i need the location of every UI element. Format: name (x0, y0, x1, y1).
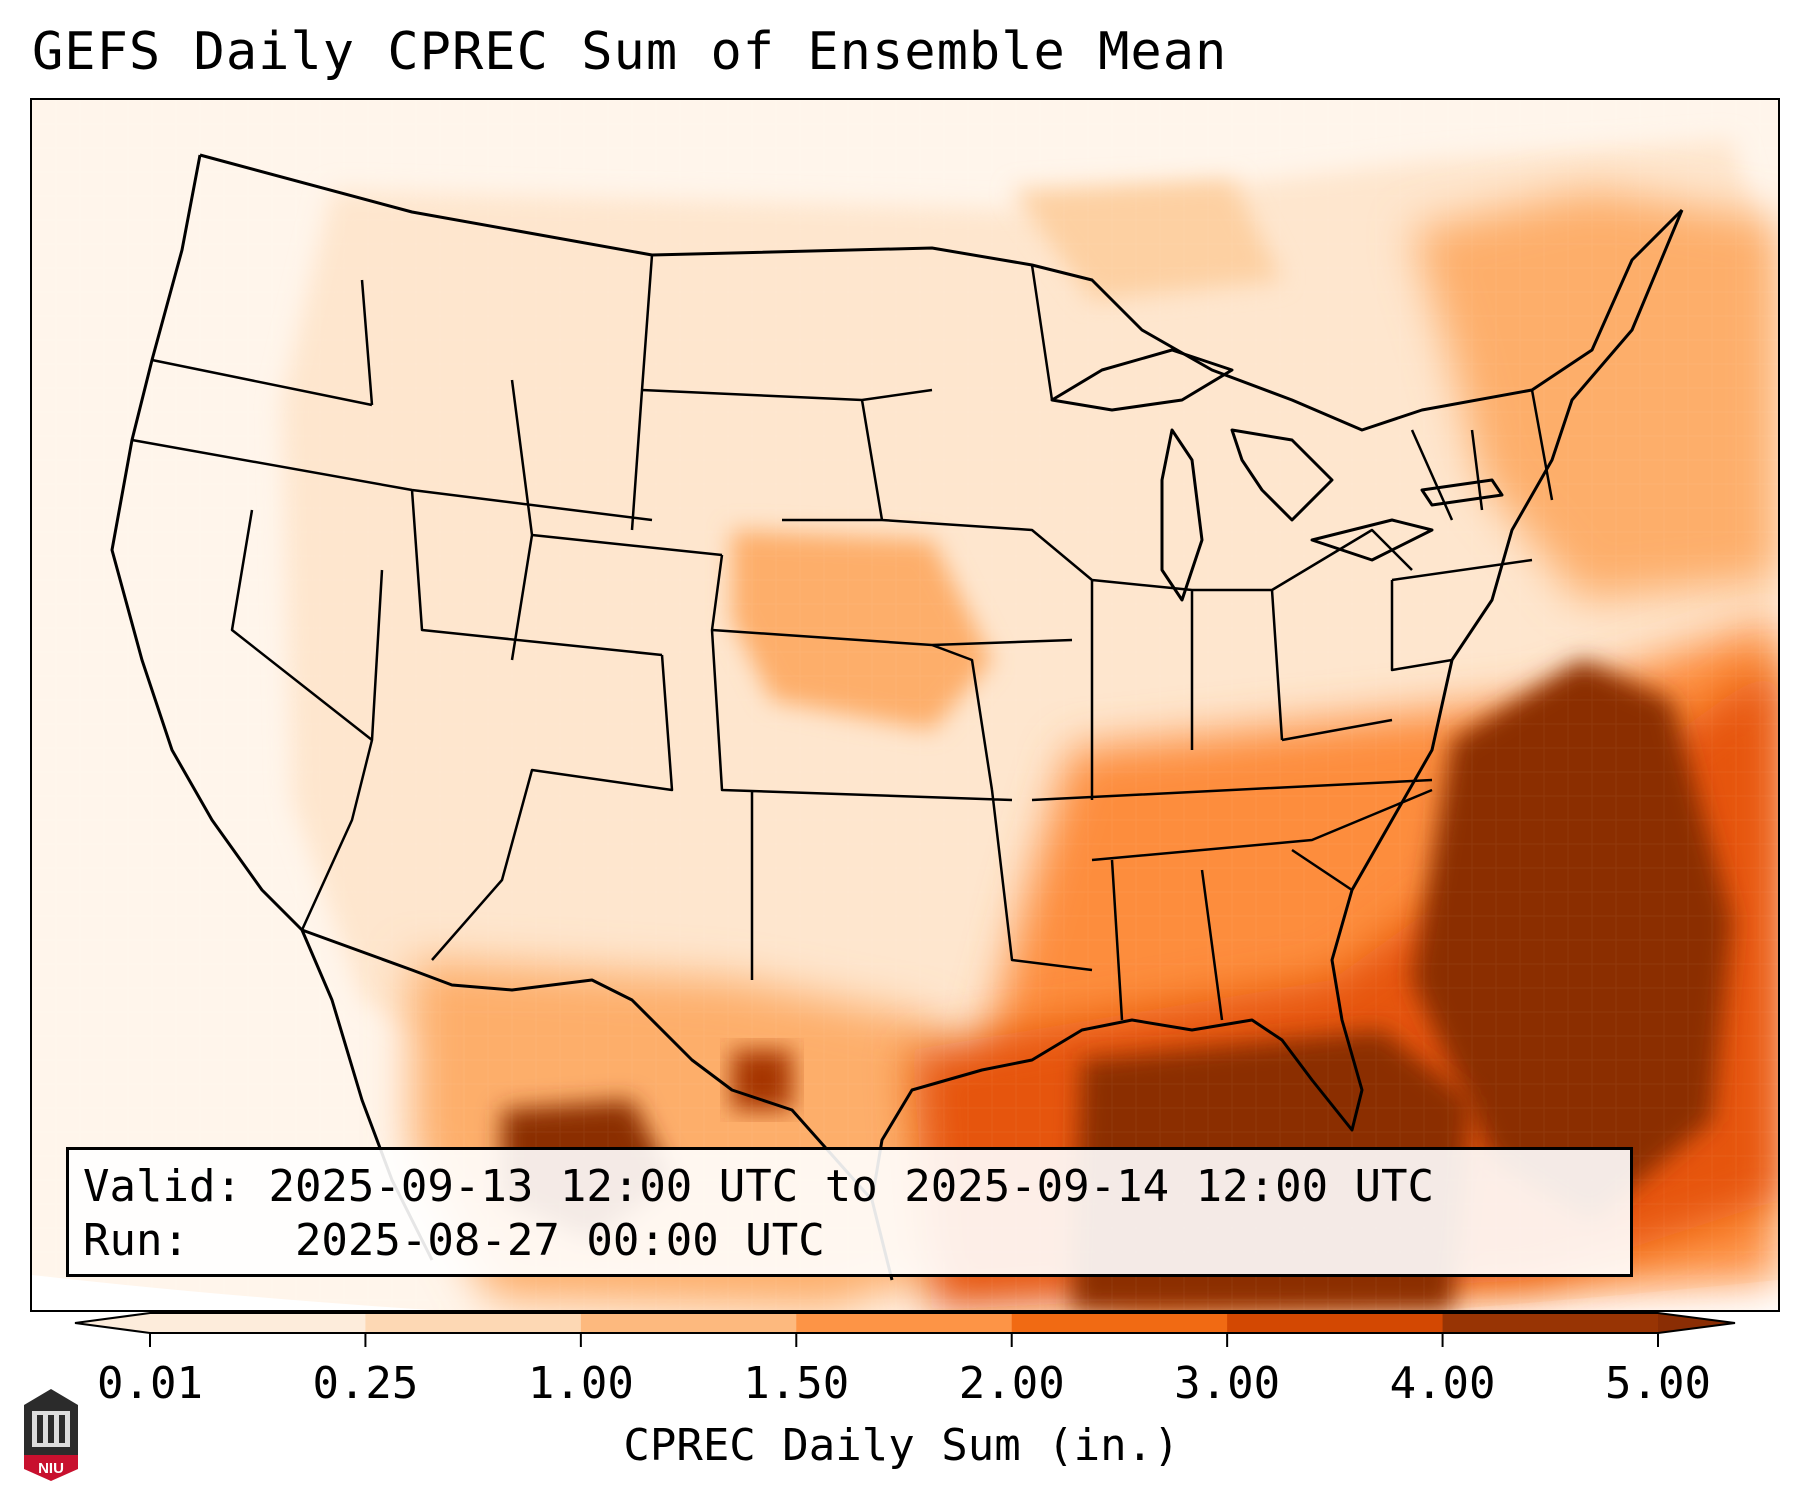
colorbar-extend-low (75, 1313, 150, 1333)
state-lines (131, 254, 1554, 1021)
map-canvas (32, 100, 1778, 1310)
map-title: GEFS Daily CPREC Sum of Ensemble Mean (32, 22, 1228, 82)
colorbar-segment (365, 1313, 582, 1333)
lake-michigan (1160, 428, 1204, 602)
niu-logo-text: NIU (38, 1460, 64, 1477)
valid-run-info-box: Valid: 2025-09-13 12:00 UTC to 2025-09-1… (66, 1147, 1633, 1277)
precip-shading (32, 100, 1778, 1310)
valid-row: Valid: 2025-09-13 12:00 UTC to 2025-09-1… (83, 1160, 1616, 1214)
colorbar (74, 1312, 1736, 1347)
colorbar-tick-label: 5.00 (1605, 1358, 1711, 1409)
atlantic-gulf-coast (870, 209, 1684, 1281)
us-canada-border (199, 153, 1684, 432)
colorbar-segment (580, 1313, 797, 1333)
colorbar-tick-label: 1.00 (527, 1358, 634, 1409)
colorbar-tick-label: 2.00 (958, 1358, 1065, 1409)
colorbar-segment (796, 1313, 1013, 1333)
niu-logo-icon: NIU (24, 1389, 78, 1481)
colorbar-segment (1011, 1313, 1228, 1333)
pacific-coast (110, 154, 434, 1261)
colorbar-segments (75, 1313, 1735, 1333)
lake-superior (1050, 348, 1234, 412)
colorbar-extend-high (1658, 1313, 1735, 1333)
valid-label: Valid: (83, 1161, 242, 1212)
grid-pixel-overlay (32, 100, 1778, 1310)
colorbar-tick-label: 3.00 (1174, 1358, 1281, 1409)
colorbar-segment (1442, 1313, 1659, 1333)
valid-value: 2025-09-13 12:00 UTC to 2025-09-14 12:00… (268, 1161, 1435, 1212)
lake-ontario (1420, 478, 1504, 507)
boundaries (110, 153, 1684, 1281)
colorbar-tick-label: 0.25 (312, 1358, 419, 1409)
run-value: 2025-08-27 00:00 UTC (294, 1215, 825, 1266)
colorbar-tick-label: 4.00 (1389, 1358, 1496, 1409)
colorbar-segment (150, 1313, 366, 1333)
colorbar-tick-label: 1.50 (743, 1358, 850, 1409)
colorbar-segment (1227, 1313, 1444, 1333)
lake-erie (1310, 518, 1434, 562)
run-label: Run: (83, 1215, 189, 1266)
colorbar-ticks (149, 1333, 1659, 1347)
colorbar-tick-label: 0.01 (97, 1358, 203, 1409)
lake-huron (1230, 428, 1334, 522)
run-row: Run: 2025-08-27 00:00 UTC (83, 1214, 1616, 1268)
precipitation-map (30, 98, 1780, 1312)
colorbar-label: CPREC Daily Sum (in.) (623, 1420, 1180, 1471)
us-mexico-border (301, 928, 874, 1201)
